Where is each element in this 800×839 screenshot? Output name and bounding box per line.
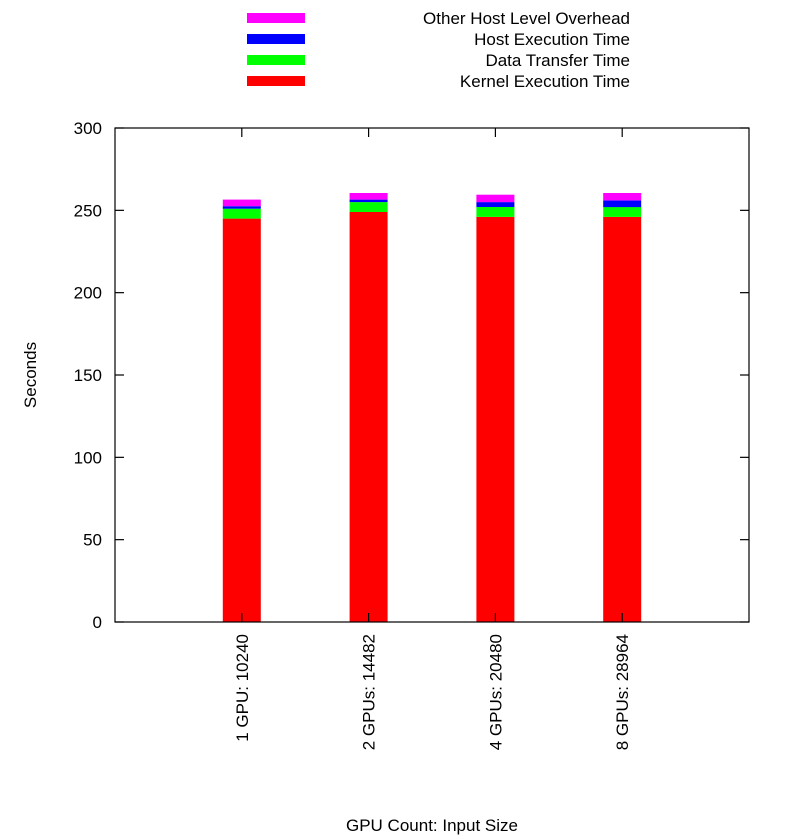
bar-segment <box>349 202 388 212</box>
plot-frame <box>114 127 750 623</box>
x-axis-label: GPU Count: Input Size <box>346 816 518 835</box>
legend-swatch <box>247 13 305 23</box>
y-tick-label: 100 <box>74 448 102 467</box>
x-tick-label: 8 GPUs: 28964 <box>613 634 632 750</box>
bar-segment <box>222 218 261 622</box>
x-tick-label: 1 GPU: 10240 <box>233 634 252 742</box>
legend-swatch <box>247 34 305 44</box>
y-tick-label: 300 <box>74 119 102 138</box>
y-tick-label: 250 <box>74 201 102 220</box>
bar-segment <box>349 193 388 200</box>
bar-segment <box>222 199 261 207</box>
bars <box>222 193 642 622</box>
y-axis: 0 50 100 150 200 250 300 <box>74 119 749 632</box>
bar-segment <box>222 206 261 209</box>
bar-segment <box>603 207 642 217</box>
x-axis: 1 GPU: 10240 2 GPUs: 14482 4 GPUs: 20480 8 … <box>233 128 632 750</box>
bar-segment <box>476 202 515 207</box>
bar-segment <box>476 194 515 203</box>
legend-label: Other Host Level Overhead <box>423 9 630 28</box>
legend: Other Host Level Overhead Host Execution … <box>247 9 630 91</box>
bar-segment <box>222 208 261 219</box>
legend-label: Data Transfer Time <box>485 51 630 70</box>
bar-segment <box>603 193 642 201</box>
bar-segment <box>476 207 515 217</box>
bar-segment <box>603 200 642 208</box>
bar-segment <box>349 212 388 622</box>
bar-segment <box>476 216 515 622</box>
y-axis-label: Seconds <box>21 342 40 408</box>
y-tick-label: 200 <box>74 284 102 303</box>
bar-segment <box>603 216 642 622</box>
y-tick-label: 0 <box>93 613 102 632</box>
legend-swatch <box>247 76 305 86</box>
legend-label: Kernel Execution Time <box>460 72 630 91</box>
x-tick-label: 2 GPUs: 14482 <box>360 634 379 750</box>
y-tick-label: 150 <box>74 366 102 385</box>
legend-label: Host Execution Time <box>474 30 630 49</box>
legend-swatch <box>247 55 305 65</box>
bar-segment <box>349 199 388 203</box>
x-tick-label: 4 GPUs: 20480 <box>486 634 505 750</box>
y-tick-label: 50 <box>83 531 102 550</box>
